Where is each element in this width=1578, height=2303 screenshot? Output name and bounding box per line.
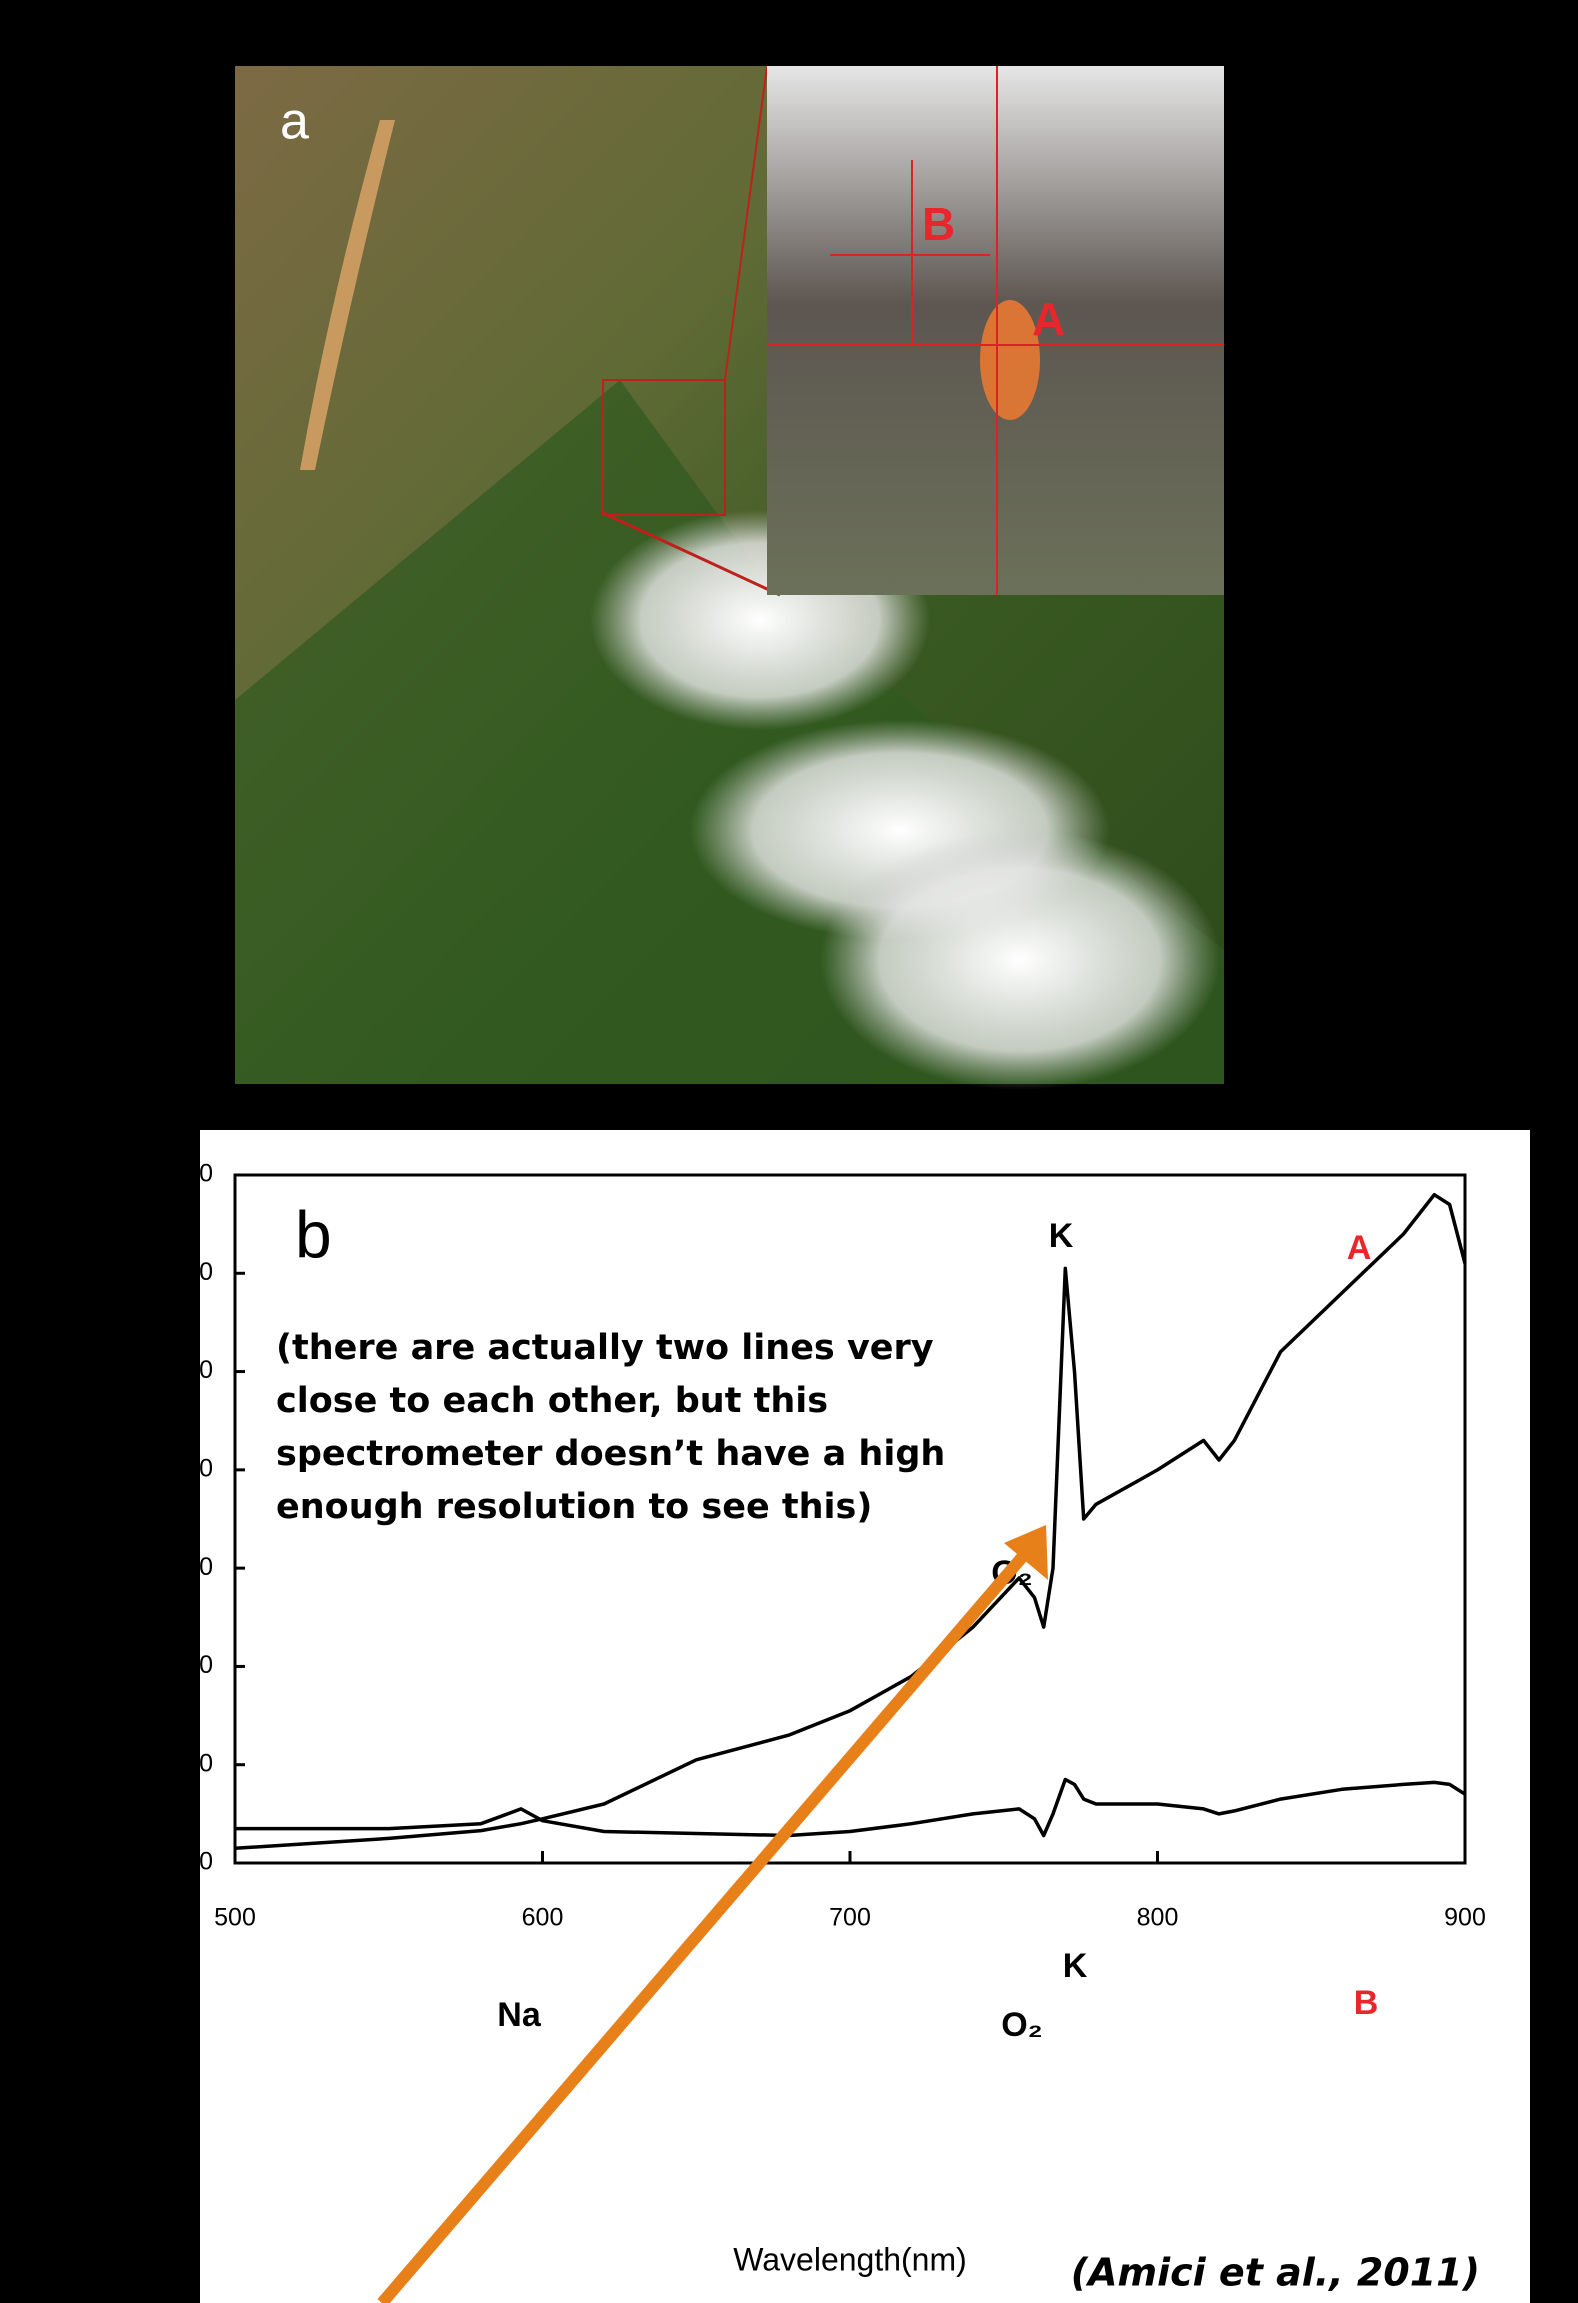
y-axis-label: Spectral Radiance (Wm²sr⁻¹µm⁻¹) [99, 1291, 132, 1747]
annotation: A [1347, 1229, 1372, 1267]
annotation: O₂ [1001, 2006, 1043, 2044]
x-tick-label: 700 [829, 1904, 871, 1932]
x-tick-label: 600 [522, 1904, 564, 1932]
x-tick-label: 900 [1444, 1904, 1486, 1932]
panel-label: a [280, 93, 309, 151]
satellite-image: a B A [235, 66, 1224, 1090]
note: close to each other, but this [276, 1381, 828, 1421]
note: enough resolution to see this) [276, 1487, 872, 1527]
y-tick-label: 40 [185, 1454, 213, 1482]
citation: (Amici et al., 2011) [1071, 2251, 1480, 2295]
fire [980, 300, 1040, 420]
y-tick-label: 10 [185, 1749, 213, 1777]
figure: a B A 0 10 20 30 40 50 60 70 500 600 700 800 900 b Wav… [0, 0, 1578, 2303]
annotation: K [1063, 1947, 1088, 1985]
x-tick-label: 800 [1137, 1904, 1179, 1932]
point-label: B [922, 198, 955, 250]
x-axis-label: Wavelength(nm) [733, 2241, 967, 2277]
note: (there are actually two lines very [276, 1328, 934, 1368]
annotation: Na [497, 1996, 542, 2034]
page: a B A 0 10 20 30 40 50 60 70 500 600 700 800 900 b Wav… [0, 0, 1578, 2303]
annotation: B [1354, 1984, 1379, 2022]
y-tick-label: 70 [185, 1160, 213, 1188]
point-label: A [1032, 293, 1065, 345]
y-tick-label: 30 [185, 1553, 213, 1581]
annotation: K [1049, 1217, 1074, 1255]
note: spectrometer doesn’t have a high [276, 1434, 945, 1474]
x-tick-label: 500 [214, 1904, 256, 1932]
y-tick-label: 60 [185, 1258, 213, 1286]
y-tick-label: 0 [199, 1848, 213, 1876]
y-tick-label: 20 [185, 1651, 213, 1679]
panel-label: b [295, 1197, 332, 1271]
y-tick-label: 50 [185, 1356, 213, 1384]
smoke [820, 830, 1220, 1090]
